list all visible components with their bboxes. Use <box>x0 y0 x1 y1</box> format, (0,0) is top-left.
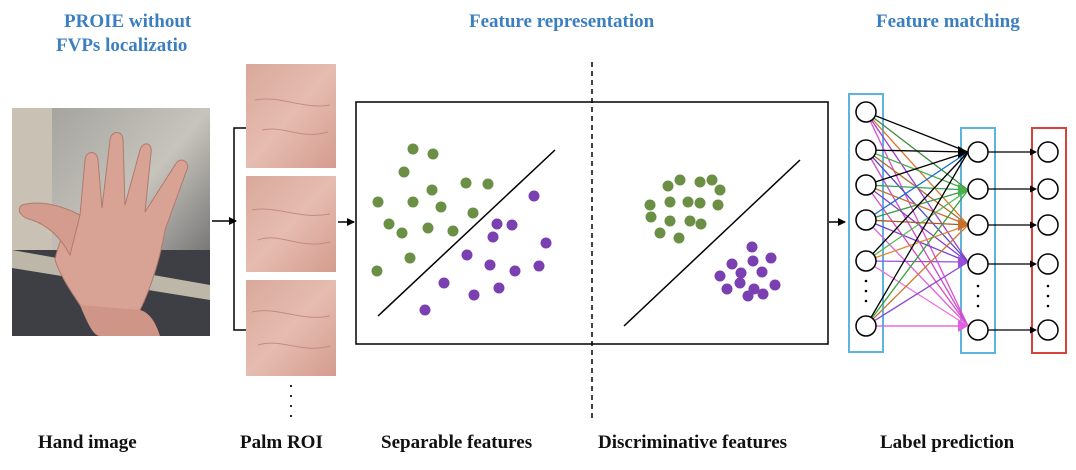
output-node <box>1037 178 1059 200</box>
caption-label-prediction: Label prediction <box>880 432 1015 453</box>
caption-separable-features: Separable features <box>381 432 533 453</box>
hidden-node <box>967 319 989 341</box>
input-node <box>855 209 877 231</box>
svg-text:·: · <box>288 386 294 406</box>
hidden-node <box>967 141 989 163</box>
hidden-node <box>967 253 989 275</box>
palm-roi-1 <box>246 64 336 168</box>
hidden-layer-box <box>960 127 996 354</box>
output-node <box>1037 319 1059 341</box>
input-layer-nodes <box>855 101 877 337</box>
hidden-node <box>967 178 989 200</box>
roi-more-ellipsis: · <box>288 376 294 396</box>
palm-roi-stack: · · · · <box>246 64 336 426</box>
svg-text:·: · <box>288 396 294 416</box>
caption-hand-image: Hand image <box>38 432 137 453</box>
output-layer-ellipsis <box>1046 284 1050 308</box>
hand-image <box>12 108 210 336</box>
input-node <box>855 101 877 123</box>
header-feature-matching: Feature matching <box>876 11 1020 32</box>
palm-roi-3 <box>246 280 336 376</box>
input-layer-box <box>848 93 884 353</box>
caption-palm-roi: Palm ROI <box>240 432 323 453</box>
separable-green-cluster <box>371 143 494 277</box>
discriminative-features-plot <box>623 159 801 327</box>
roi-bracket <box>233 127 246 331</box>
separable-boundary <box>377 149 556 317</box>
hidden-arrowheads <box>958 146 968 332</box>
output-layer-box <box>1031 127 1067 354</box>
separable-purple-cluster <box>419 190 552 316</box>
output-node <box>1037 253 1059 275</box>
caption-discriminative-features: Discriminative features <box>598 432 788 453</box>
header-proie-line1: PROIE without <box>64 11 192 32</box>
discriminative-green-cluster <box>644 174 726 244</box>
input-node <box>855 250 877 272</box>
header-proie-line2: FVPs localizatio <box>56 35 188 56</box>
hidden-layer-nodes <box>967 141 989 341</box>
output-layer-nodes <box>1037 141 1059 341</box>
input-hidden-connections <box>865 111 969 327</box>
input-node <box>855 139 877 161</box>
input-node <box>855 174 877 196</box>
header-feature-representation: Feature representation <box>469 11 655 32</box>
header-proie: PROIE without FVPs localizatio <box>56 10 192 58</box>
discriminative-boundary <box>623 159 801 327</box>
palm-roi-2 <box>246 176 336 272</box>
output-node <box>1037 214 1059 236</box>
svg-text:·: · <box>288 406 294 426</box>
input-layer-ellipsis <box>864 279 868 303</box>
input-node <box>855 315 877 337</box>
hidden-node <box>967 214 989 236</box>
hidden-output-connections <box>987 148 1037 334</box>
discriminative-purple-cluster <box>714 241 781 302</box>
separable-features-plot <box>371 143 556 317</box>
hidden-layer-ellipsis <box>976 284 980 308</box>
output-node <box>1037 141 1059 163</box>
